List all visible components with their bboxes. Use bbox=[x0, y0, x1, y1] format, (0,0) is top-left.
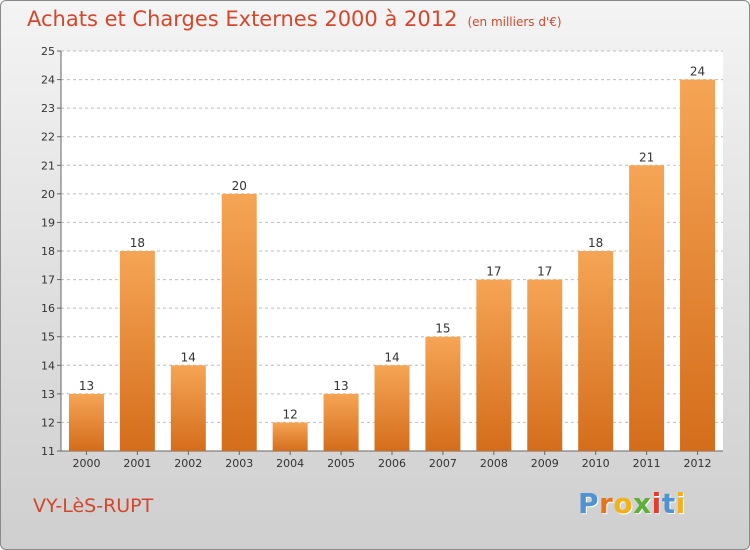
x-tick-label: 2001 bbox=[123, 457, 151, 470]
x-tick-label: 2004 bbox=[276, 457, 304, 470]
bar-2008 bbox=[476, 279, 512, 451]
logo-letter: i bbox=[651, 487, 662, 520]
y-tick-label: 13 bbox=[41, 388, 55, 401]
x-tick-label: 2009 bbox=[531, 457, 559, 470]
logo-letter: P bbox=[578, 487, 600, 520]
bar-2009 bbox=[527, 279, 563, 451]
value-label: 14 bbox=[181, 350, 196, 364]
x-tick-label: 2005 bbox=[327, 457, 355, 470]
bar-2007 bbox=[425, 336, 461, 451]
value-label: 14 bbox=[384, 350, 399, 364]
value-label: 18 bbox=[588, 236, 603, 250]
y-tick-label: 25 bbox=[41, 45, 55, 58]
bar-2005 bbox=[323, 393, 359, 451]
x-tick-label: 2011 bbox=[633, 457, 661, 470]
proxiti-logo: Proxiti bbox=[578, 487, 686, 520]
y-tick-label: 15 bbox=[41, 331, 55, 344]
y-tick-label: 16 bbox=[41, 302, 55, 315]
x-tick-label: 2012 bbox=[684, 457, 712, 470]
value-label: 24 bbox=[690, 65, 705, 79]
y-tick-label: 17 bbox=[41, 274, 55, 287]
x-tick-label: 2000 bbox=[72, 457, 100, 470]
value-label: 20 bbox=[232, 179, 247, 193]
bar-2010 bbox=[578, 251, 614, 451]
y-tick-label: 12 bbox=[41, 416, 55, 429]
x-tick-label: 2010 bbox=[582, 457, 610, 470]
value-label: 21 bbox=[639, 150, 654, 164]
logo-letter: o bbox=[613, 487, 634, 520]
x-tick-label: 2007 bbox=[429, 457, 457, 470]
value-label: 17 bbox=[537, 265, 552, 279]
logo-letter: t bbox=[661, 487, 676, 520]
x-tick-label: 2006 bbox=[378, 457, 406, 470]
logo-letter: x bbox=[633, 487, 652, 520]
bar-2001 bbox=[119, 251, 155, 451]
chart-unit: (en milliers d'€) bbox=[467, 15, 562, 29]
value-label: 18 bbox=[130, 236, 145, 250]
y-tick-label: 14 bbox=[41, 359, 55, 372]
y-tick-label: 21 bbox=[41, 159, 55, 172]
place-name: VY-LèS-RUPT bbox=[33, 495, 154, 517]
y-tick-label: 20 bbox=[41, 188, 55, 201]
logo-letter: i bbox=[675, 487, 686, 520]
y-tick-label: 24 bbox=[41, 74, 55, 87]
bar-2003 bbox=[221, 193, 257, 451]
bar-2000 bbox=[68, 393, 104, 451]
value-label: 12 bbox=[283, 407, 298, 421]
x-tick-label: 2003 bbox=[225, 457, 253, 470]
chart-title: Achats et Charges Externes 2000 à 2012 bbox=[27, 7, 458, 31]
y-tick-label: 19 bbox=[41, 216, 55, 229]
chart-title-block: Achats et Charges Externes 2000 à 2012 (e… bbox=[27, 7, 562, 31]
logo-letter: r bbox=[599, 487, 614, 520]
value-label: 17 bbox=[486, 265, 501, 279]
value-label: 13 bbox=[79, 379, 94, 393]
y-tick-label: 11 bbox=[41, 445, 55, 458]
bar-2002 bbox=[170, 365, 206, 451]
y-tick-label: 22 bbox=[41, 131, 55, 144]
y-tick-label: 23 bbox=[41, 102, 55, 115]
bar-2006 bbox=[374, 365, 410, 451]
y-tick-label: 18 bbox=[41, 245, 55, 258]
x-tick-label: 2002 bbox=[174, 457, 202, 470]
value-label: 13 bbox=[333, 379, 348, 393]
x-tick-label: 2008 bbox=[480, 457, 508, 470]
bar-2004 bbox=[272, 422, 308, 451]
bar-2011 bbox=[629, 165, 665, 452]
value-label: 15 bbox=[435, 322, 450, 336]
bar-2012 bbox=[680, 79, 716, 452]
